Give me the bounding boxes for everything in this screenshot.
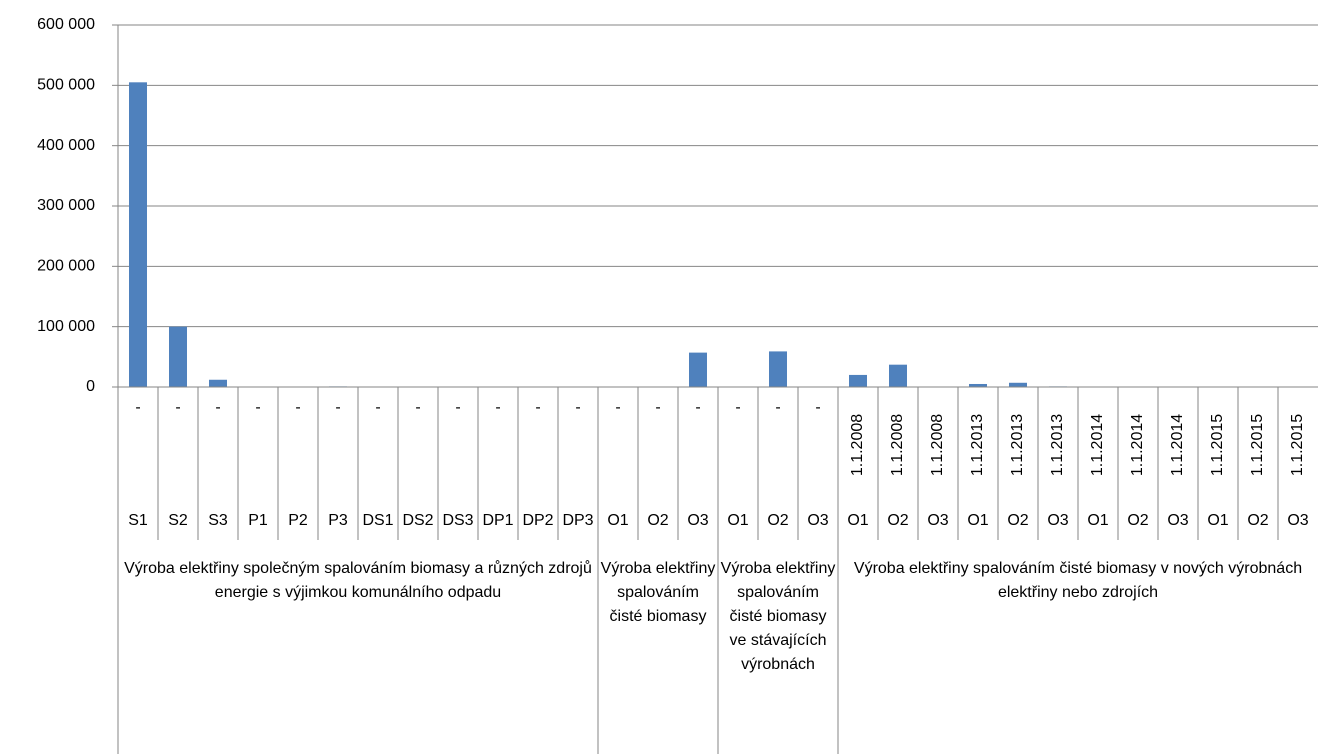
date-label: -: [335, 399, 340, 416]
date-label: -: [735, 399, 740, 416]
code-label: P1: [248, 512, 268, 529]
code-label: O2: [1247, 512, 1268, 529]
bar: [889, 364, 907, 387]
code-label: S3: [208, 512, 228, 529]
bar: [169, 326, 187, 387]
y-tick-label: 0: [86, 378, 95, 395]
code-label: DP2: [522, 512, 553, 529]
group-label: Výroba elektřiny spalováním čisté biomas…: [600, 560, 716, 625]
code-label: O2: [647, 512, 668, 529]
date-label: 1.1.2014: [1089, 414, 1106, 476]
code-label: O3: [687, 512, 708, 529]
date-label: -: [135, 399, 140, 416]
date-label: -: [415, 399, 420, 416]
code-label: O3: [1047, 512, 1068, 529]
code-label: O1: [967, 512, 988, 529]
y-tick-label: 100 000: [37, 318, 95, 335]
date-label: 1.1.2013: [1009, 414, 1026, 476]
code-label: O3: [807, 512, 828, 529]
date-label: 1.1.2015: [1289, 414, 1306, 476]
code-label: O3: [1287, 512, 1308, 529]
y-tick-label: 200 000: [37, 258, 95, 275]
date-label: -: [295, 399, 300, 416]
code-label: O2: [1127, 512, 1148, 529]
code-label: O1: [1207, 512, 1228, 529]
group-label: Výroba elektřiny spalováním čisté biomas…: [853, 560, 1303, 601]
code-label: O1: [727, 512, 748, 529]
bar: [689, 352, 707, 387]
date-label: -: [655, 399, 660, 416]
bar: [1009, 382, 1027, 387]
code-label: DS1: [362, 512, 393, 529]
date-label: 1.1.2013: [969, 414, 986, 476]
bar: [969, 383, 987, 387]
code-label: DP3: [562, 512, 593, 529]
code-label: O2: [887, 512, 908, 529]
date-label: 1.1.2015: [1209, 414, 1226, 476]
code-label: O3: [927, 512, 948, 529]
code-label: O2: [767, 512, 788, 529]
date-label: 1.1.2008: [929, 414, 946, 476]
date-label: 1.1.2008: [889, 414, 906, 476]
y-tick-label: 500 000: [37, 77, 95, 94]
date-label: -: [535, 399, 540, 416]
code-label: DS3: [442, 512, 473, 529]
bar: [769, 351, 787, 387]
date-label: 1.1.2008: [849, 414, 866, 476]
bar: [849, 374, 867, 387]
date-label: -: [455, 399, 460, 416]
date-label: -: [495, 399, 500, 416]
date-label: -: [375, 399, 380, 416]
code-label: DP1: [482, 512, 513, 529]
date-label: -: [255, 399, 260, 416]
date-label: -: [695, 399, 700, 416]
date-label: -: [815, 399, 820, 416]
date-label: 1.1.2013: [1049, 414, 1066, 476]
date-label: 1.1.2014: [1169, 414, 1186, 476]
bar: [129, 82, 147, 388]
code-label: P3: [328, 512, 348, 529]
date-label: -: [775, 399, 780, 416]
y-tick-label: 600 000: [37, 16, 95, 33]
code-label: S1: [128, 512, 148, 529]
code-label: S2: [168, 512, 188, 529]
code-label: P2: [288, 512, 308, 529]
code-label: O1: [607, 512, 628, 529]
code-label: O3: [1167, 512, 1188, 529]
group-label: Výroba elektřiny společným spalováním bi…: [124, 560, 592, 601]
code-label: O1: [847, 512, 868, 529]
code-label: O2: [1007, 512, 1028, 529]
y-tick-label: 400 000: [37, 137, 95, 154]
bar: [209, 379, 227, 387]
group-label: Výroba elektřiny spalováním čisté biomas…: [720, 560, 836, 673]
date-label: -: [615, 399, 620, 416]
date-label: -: [575, 399, 580, 416]
date-label: 1.1.2014: [1129, 414, 1146, 476]
code-label: DS2: [402, 512, 433, 529]
date-label: -: [175, 399, 180, 416]
code-label: O1: [1087, 512, 1108, 529]
date-label: 1.1.2015: [1249, 414, 1266, 476]
y-tick-label: 300 000: [37, 197, 95, 214]
date-label: -: [215, 399, 220, 416]
